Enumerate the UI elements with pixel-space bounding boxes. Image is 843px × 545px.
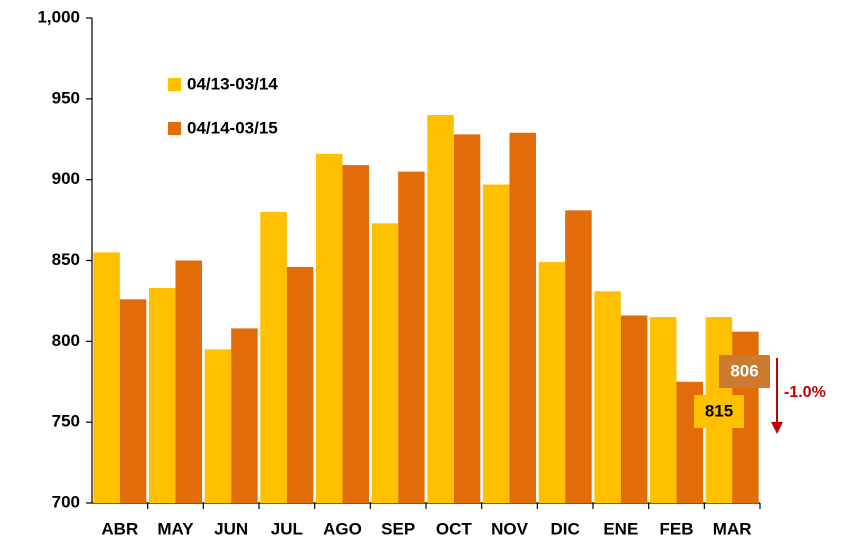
bar [594,291,621,503]
y-tick-label: 1,000 [37,7,80,26]
y-tick-label: 800 [52,331,80,350]
bar [538,262,566,503]
legend-label: 04/14-03/15 [187,118,278,137]
bar [231,328,258,503]
bar [342,165,369,503]
bar [483,184,510,503]
x-tick-label: DIC [551,519,580,538]
data-label: 815 [705,401,733,420]
label-box [719,355,770,388]
bar [427,115,454,503]
bar [93,252,120,503]
x-tick-label: MAY [157,519,194,538]
legend-swatch [168,122,181,135]
bar [286,266,314,503]
bar [149,287,176,503]
x-tick-label: JUL [271,519,303,538]
y-tick-label: 950 [52,88,80,107]
x-tick-label: JUN [214,519,248,538]
label-box [694,395,744,428]
bar [620,315,648,503]
x-tick-label: MAR [713,519,752,538]
bar [175,260,202,503]
bar [371,223,399,504]
bar [565,210,592,503]
bar [398,171,425,504]
bar [453,134,481,503]
y-tick-label: 700 [52,492,80,511]
x-tick-label: NOV [491,519,529,538]
bar [509,132,536,504]
bar [650,317,677,503]
bar [316,153,343,504]
data-label: 806 [730,361,758,380]
y-tick-label: 850 [52,250,80,269]
x-tick-label: SEP [381,519,415,538]
legend-label: 04/13-03/14 [187,74,278,93]
x-tick-label: AGO [323,519,362,538]
y-tick-label: 750 [52,412,80,431]
legend-swatch [168,78,181,91]
arrow-head [771,422,783,434]
x-tick-label: ABR [101,519,138,538]
y-tick-label: 900 [52,169,80,188]
x-tick-label: FEB [660,519,694,538]
x-tick-label: OCT [436,519,473,538]
bar [260,212,287,503]
annotation: -1.0% [784,384,826,401]
bar [204,349,232,503]
x-tick-label: ENE [603,519,638,538]
bar [119,299,147,503]
